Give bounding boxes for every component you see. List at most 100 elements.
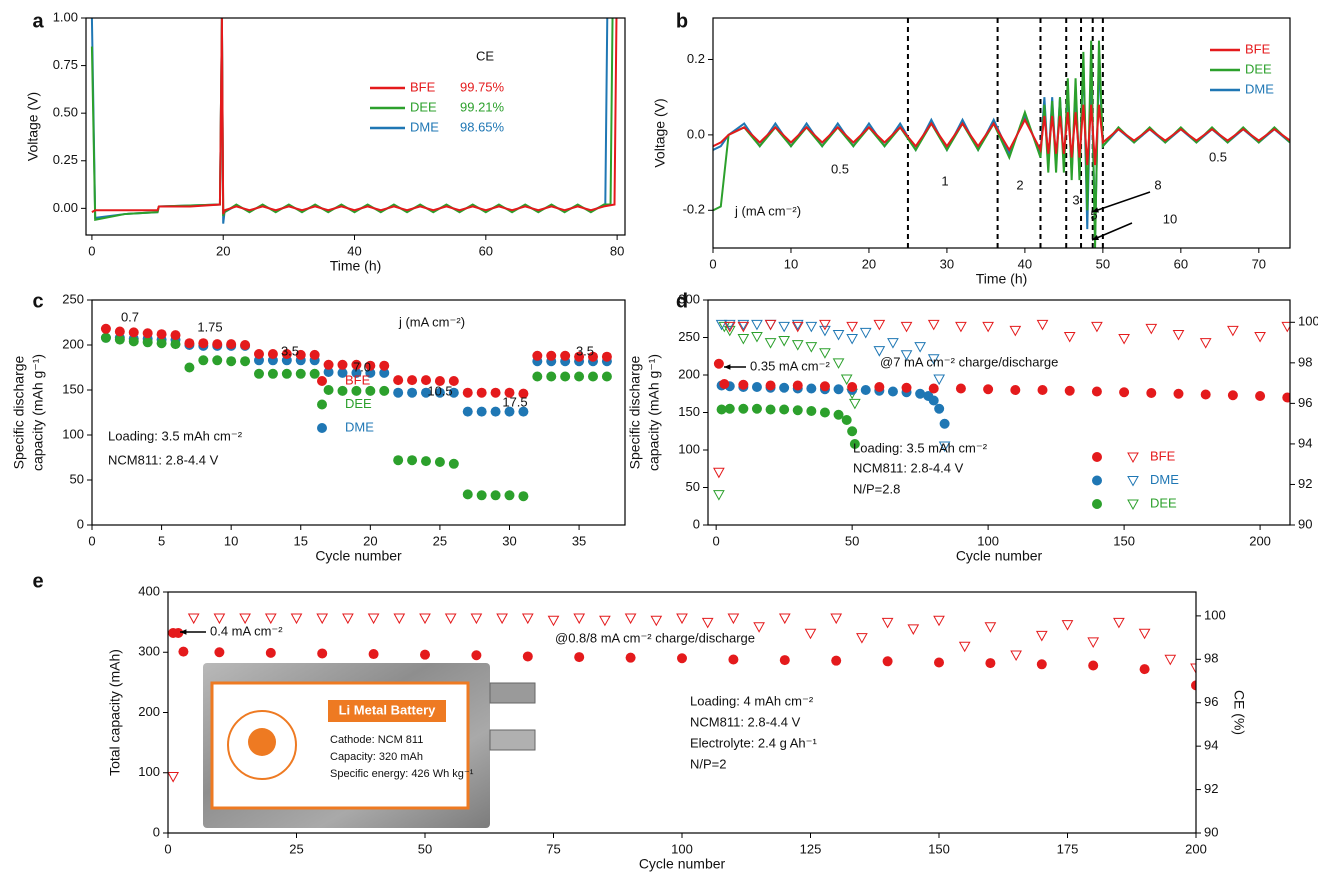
ce-point bbox=[713, 490, 725, 501]
plot-frame bbox=[91, 299, 626, 526]
ce-point bbox=[938, 441, 951, 452]
x-tick-label: 125 bbox=[800, 841, 822, 856]
y-tick-label: 200 bbox=[62, 336, 84, 351]
x-tick-label: 0 bbox=[709, 256, 716, 271]
x-tick-label: 150 bbox=[928, 841, 950, 856]
ce-point bbox=[650, 615, 663, 627]
annotation: 10.5 bbox=[427, 383, 452, 398]
data-point bbox=[170, 330, 181, 341]
ce-point bbox=[955, 321, 967, 333]
y2-tick-label: 96 bbox=[1298, 395, 1312, 410]
x-tick-label: 20 bbox=[862, 256, 876, 271]
y-tick-label: 400 bbox=[138, 583, 160, 598]
capacity-point bbox=[1088, 660, 1099, 671]
ce-point bbox=[737, 321, 750, 333]
plot-area bbox=[168, 613, 1196, 783]
data-point bbox=[351, 359, 362, 370]
data-point bbox=[184, 338, 195, 349]
series-line bbox=[90, 18, 609, 224]
capacity-point bbox=[719, 379, 730, 389]
ce-point bbox=[840, 374, 853, 386]
y-tick-label: 100 bbox=[678, 441, 700, 456]
ce-point bbox=[213, 613, 226, 625]
annotation: N/P=2.8 bbox=[853, 481, 900, 496]
data-point bbox=[560, 371, 571, 382]
x-tick-label: 60 bbox=[479, 243, 493, 258]
ce-point bbox=[1145, 323, 1158, 335]
y2-tick-label: 100 bbox=[1298, 314, 1318, 329]
y-tick-label: 100 bbox=[62, 426, 84, 441]
ce-point bbox=[805, 321, 818, 333]
ce-point bbox=[873, 346, 886, 357]
data-point bbox=[114, 326, 125, 337]
y-tick-label: 0 bbox=[153, 824, 160, 839]
capacity-point bbox=[983, 384, 994, 395]
annotation: N/P=2 bbox=[690, 756, 727, 771]
annotation: 3.5 bbox=[281, 343, 299, 358]
annotation: 2 bbox=[1016, 177, 1023, 192]
x-axis-title: Cycle number bbox=[315, 548, 402, 564]
ce-point bbox=[1138, 628, 1151, 640]
y-tick-label: 300 bbox=[678, 291, 700, 306]
ce-point bbox=[676, 613, 688, 625]
data-point bbox=[448, 387, 459, 398]
data-point bbox=[407, 455, 418, 466]
ce-point bbox=[547, 615, 560, 627]
capacity-point bbox=[713, 358, 724, 369]
data-point bbox=[365, 360, 376, 371]
data-point bbox=[587, 351, 598, 362]
annotation: NCM811: 2.8-4.4 V bbox=[108, 452, 219, 467]
y-tick-label: 250 bbox=[62, 291, 84, 306]
data-point bbox=[504, 387, 515, 398]
x-tick-label: 0 bbox=[713, 533, 720, 548]
y-tick-label: 0.2 bbox=[687, 51, 705, 66]
capacity-point bbox=[934, 403, 945, 414]
y-tick-label: 200 bbox=[678, 366, 700, 381]
data-point bbox=[448, 458, 459, 469]
legend-marker bbox=[317, 376, 327, 386]
data-point bbox=[532, 371, 543, 382]
ce-point bbox=[168, 772, 179, 783]
annotation: 0.7 bbox=[121, 309, 139, 324]
legend-marker bbox=[317, 399, 327, 410]
data-point bbox=[337, 367, 348, 378]
capacity-point bbox=[625, 652, 636, 663]
data-point bbox=[212, 355, 223, 366]
capacity-point bbox=[882, 656, 893, 667]
data-point bbox=[434, 376, 445, 386]
legend-marker bbox=[1092, 452, 1102, 462]
x-tick-label: 60 bbox=[1174, 256, 1188, 271]
x-tick-label: 70 bbox=[1252, 256, 1266, 271]
data-point bbox=[142, 328, 153, 339]
data-point bbox=[323, 385, 334, 395]
ce-point bbox=[1087, 637, 1100, 648]
annotation: @0.8/8 mA cm⁻² charge/discharge bbox=[555, 630, 755, 645]
y-tick-label: 0.00 bbox=[53, 200, 78, 215]
ce-point bbox=[927, 319, 940, 331]
legend-label: BFE bbox=[345, 372, 371, 387]
annotation: Loading: 3.5 mAh cm⁻² bbox=[853, 440, 988, 455]
ce-point bbox=[701, 617, 714, 629]
data-point bbox=[518, 491, 529, 502]
panel-letter: c bbox=[32, 290, 43, 312]
ce-point bbox=[521, 613, 534, 625]
inset-line: Cathode: NCM 811 bbox=[330, 734, 423, 746]
data-point bbox=[323, 359, 334, 370]
y-tick-label: 150 bbox=[62, 381, 84, 396]
capacity-point bbox=[724, 403, 735, 414]
ce-point bbox=[751, 319, 763, 331]
ce-point bbox=[1227, 325, 1239, 337]
capacity-point bbox=[806, 406, 817, 416]
legend-label: DME bbox=[410, 119, 439, 134]
capacity-point bbox=[1146, 388, 1157, 398]
ce-point bbox=[367, 613, 380, 625]
capacity-point bbox=[738, 379, 749, 390]
capacity-point bbox=[738, 403, 749, 414]
data-point bbox=[518, 406, 529, 417]
data-point bbox=[379, 385, 390, 396]
y-axis-title: Specific discharge bbox=[627, 355, 643, 469]
capacity-point bbox=[1255, 391, 1266, 401]
capacity-point bbox=[1173, 388, 1184, 399]
data-point bbox=[323, 367, 334, 377]
